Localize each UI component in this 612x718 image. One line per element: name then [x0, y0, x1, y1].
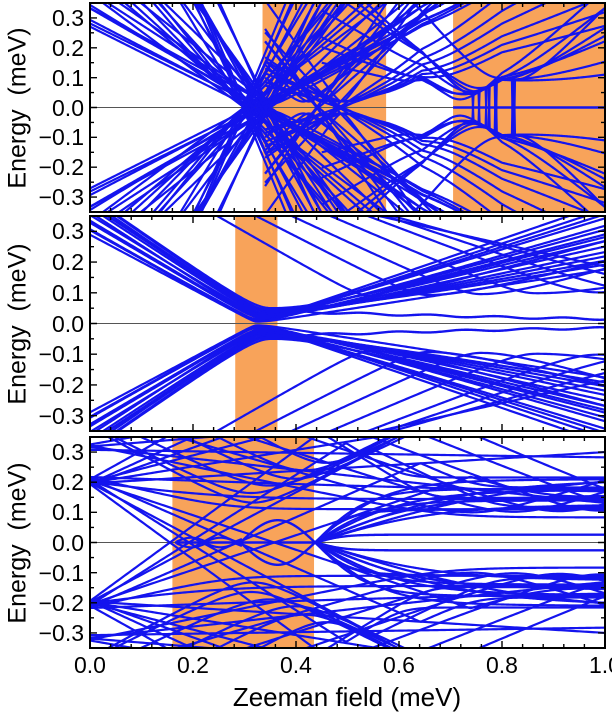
y-tick-label: −0.1: [38, 341, 84, 368]
y-tick-label: 0.2: [52, 249, 84, 276]
x-tick-label: 0.6: [383, 652, 415, 678]
x-axis-title: Zeeman field (meV): [232, 682, 462, 712]
y-tick-label: 0.2: [52, 469, 84, 496]
y-tick-label: 0.0: [52, 529, 84, 556]
y-tick-label: −0.2: [38, 589, 84, 616]
y-tick-label: 0.0: [52, 94, 84, 121]
x-tick-label: 0.2: [177, 652, 209, 678]
x-tick-label: 1.0: [589, 652, 612, 678]
y-tick-label: −0.1: [38, 559, 84, 586]
y-tick-label: 0.1: [52, 64, 84, 91]
y-tick-label: 0.0: [52, 310, 84, 337]
y-tick-label: 0.3: [52, 439, 84, 466]
x-tick-label: 0.4: [280, 652, 312, 678]
y-tick-label: 0.2: [52, 34, 84, 61]
y-tick-label: −0.1: [38, 124, 84, 151]
y-tick-label: −0.3: [38, 184, 84, 211]
y-tick-label: 0.1: [52, 279, 84, 306]
y-tick-label: −0.2: [38, 154, 84, 181]
y-tick-label: −0.2: [38, 371, 84, 398]
y-tick-label: −0.3: [38, 402, 84, 429]
y-tick-label: 0.3: [52, 218, 84, 245]
x-tick-label: 0.0: [74, 652, 106, 678]
y-tick-label: 0.3: [52, 4, 84, 31]
y-tick-label: 0.1: [52, 499, 84, 526]
x-tick-label: 0.8: [486, 652, 518, 678]
y-tick-label: −0.3: [38, 619, 84, 646]
